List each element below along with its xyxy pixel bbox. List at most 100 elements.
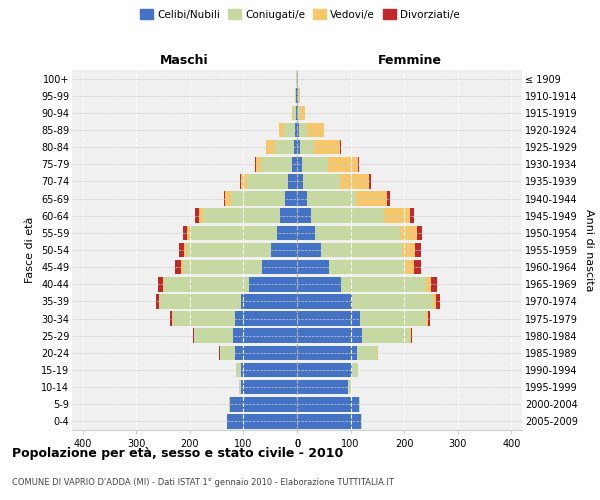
Bar [314, 140, 340, 154]
Bar [280, 122, 284, 138]
Bar [241, 362, 297, 378]
Bar [284, 122, 295, 138]
Bar [356, 192, 387, 206]
Bar [400, 226, 417, 240]
Bar [297, 192, 307, 206]
Bar [428, 312, 430, 326]
Bar [297, 242, 320, 258]
Bar [328, 157, 358, 172]
Bar [425, 312, 428, 326]
Bar [230, 192, 285, 206]
Bar [352, 294, 433, 308]
Bar [329, 260, 405, 274]
Bar [194, 328, 233, 343]
Bar [193, 328, 194, 343]
Bar [297, 294, 352, 308]
Bar [297, 122, 299, 138]
Bar [297, 362, 352, 378]
Bar [235, 312, 297, 326]
Bar [285, 192, 297, 206]
Bar [249, 277, 297, 291]
Bar [384, 208, 410, 223]
Bar [311, 208, 384, 223]
Bar [297, 312, 360, 326]
Bar [307, 192, 356, 206]
Bar [297, 414, 361, 428]
Bar [164, 277, 249, 291]
Bar [433, 294, 436, 308]
Bar [295, 140, 297, 154]
Bar [220, 346, 235, 360]
Bar [233, 328, 297, 343]
Bar [299, 88, 300, 103]
Bar [300, 106, 305, 120]
Bar [297, 174, 304, 188]
Bar [417, 226, 422, 240]
Bar [181, 260, 183, 274]
Bar [179, 242, 184, 258]
Bar [297, 140, 299, 154]
Bar [297, 397, 359, 411]
Bar [297, 208, 311, 223]
Bar [225, 192, 230, 206]
Bar [295, 122, 297, 138]
Bar [405, 260, 414, 274]
Y-axis label: Fasce di età: Fasce di età [25, 217, 35, 283]
Bar [236, 362, 241, 378]
Title: Maschi: Maschi [160, 54, 209, 68]
Bar [187, 242, 271, 258]
Bar [425, 277, 431, 291]
Bar [239, 380, 241, 394]
Bar [341, 277, 425, 291]
Bar [297, 277, 341, 291]
Bar [297, 226, 315, 240]
Bar [241, 294, 297, 308]
Legend: Celibi/Nubili, Coniugati/e, Vedovi/e, Divorziati/e: Celibi/Nubili, Coniugati/e, Vedovi/e, Di… [136, 5, 464, 24]
Bar [302, 157, 328, 172]
Bar [436, 294, 440, 308]
Bar [297, 346, 357, 360]
Bar [224, 192, 225, 206]
Bar [262, 260, 297, 274]
Text: COMUNE DI VAPRIO D'ADDA (MI) - Dati ISTAT 1° gennaio 2010 - Elaborazione TUTTITA: COMUNE DI VAPRIO D'ADDA (MI) - Dati ISTA… [12, 478, 394, 487]
Bar [175, 260, 181, 274]
Bar [298, 88, 299, 103]
Bar [184, 242, 187, 258]
Bar [158, 277, 163, 291]
Bar [292, 157, 297, 172]
Bar [431, 277, 437, 291]
Bar [266, 140, 275, 154]
Bar [297, 157, 302, 172]
Bar [298, 106, 300, 120]
Bar [187, 226, 190, 240]
Title: Femmine: Femmine [377, 54, 442, 68]
Bar [156, 294, 159, 308]
Bar [359, 397, 360, 411]
Bar [409, 208, 414, 223]
Bar [229, 397, 230, 411]
Bar [415, 242, 421, 258]
Bar [261, 157, 292, 172]
Bar [297, 260, 329, 274]
Bar [247, 174, 289, 188]
Bar [271, 242, 297, 258]
Bar [293, 106, 296, 120]
Bar [277, 226, 297, 240]
Bar [357, 346, 377, 360]
Bar [241, 174, 247, 188]
Bar [410, 328, 412, 343]
Bar [275, 140, 295, 154]
Bar [360, 312, 425, 326]
Bar [256, 157, 261, 172]
Bar [297, 380, 348, 394]
Bar [235, 346, 297, 360]
Bar [190, 226, 277, 240]
Bar [340, 174, 370, 188]
Bar [297, 328, 362, 343]
Bar [299, 122, 307, 138]
Bar [361, 414, 362, 428]
Text: Popolazione per età, sesso e stato civile - 2010: Popolazione per età, sesso e stato civil… [12, 448, 343, 460]
Bar [292, 106, 293, 120]
Bar [402, 242, 415, 258]
Bar [241, 380, 297, 394]
